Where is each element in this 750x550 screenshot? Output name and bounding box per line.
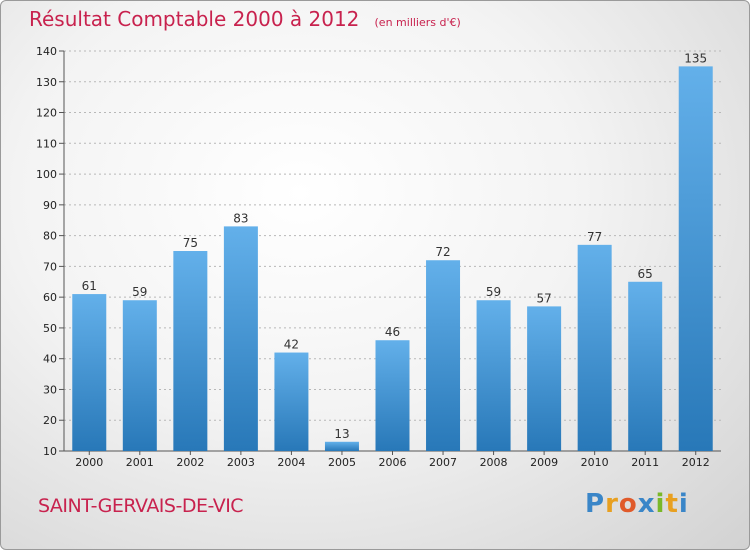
logo-letter: i — [678, 489, 689, 519]
data-label: 135 — [684, 51, 707, 65]
bar — [426, 260, 461, 451]
y-tick-label: 90 — [43, 199, 57, 212]
commune-name: SAINT-GERVAIS-DE-VIC — [38, 495, 244, 517]
logo-letter: x — [637, 489, 656, 519]
data-label: 72 — [435, 245, 450, 259]
bar — [527, 306, 562, 451]
logo-letter: i — [655, 489, 666, 519]
y-tick-label: 50 — [43, 322, 57, 335]
data-label: 83 — [233, 211, 248, 225]
data-label: 75 — [183, 236, 198, 250]
data-label: 42 — [284, 338, 299, 352]
bar — [223, 226, 258, 451]
logo-letter: r — [605, 489, 619, 519]
x-tick-label: 2007 — [429, 456, 457, 469]
y-tick-label: 40 — [43, 353, 57, 366]
y-tick-label: 100 — [36, 168, 57, 181]
data-label: 59 — [132, 285, 147, 299]
title-row: Résultat Comptable 2000 à 2012 (en milli… — [29, 7, 461, 31]
bar — [122, 300, 157, 451]
x-tick-label: 2012 — [682, 456, 710, 469]
bar — [274, 352, 309, 451]
data-label: 65 — [638, 267, 653, 281]
y-tick-label: 110 — [36, 137, 57, 150]
bar — [324, 441, 359, 451]
data-label: 46 — [385, 325, 400, 339]
x-tick-label: 2003 — [227, 456, 255, 469]
x-tick-label: 2004 — [277, 456, 305, 469]
bar — [72, 294, 107, 451]
y-tick-label: 10 — [43, 445, 57, 458]
x-tick-label: 2005 — [328, 456, 356, 469]
x-tick-label: 2009 — [530, 456, 558, 469]
logo-letter: P — [585, 489, 606, 519]
y-tick-label: 80 — [43, 230, 57, 243]
bar — [628, 281, 663, 451]
x-tick-label: 2000 — [75, 456, 103, 469]
x-tick-label: 2011 — [631, 456, 659, 469]
bar — [173, 251, 208, 451]
bar — [476, 300, 511, 451]
data-label: 13 — [334, 427, 349, 441]
data-label: 61 — [82, 279, 97, 293]
logo-letter: t — [665, 489, 679, 519]
x-tick-label: 2002 — [176, 456, 204, 469]
bar — [577, 244, 612, 451]
data-label: 77 — [587, 230, 602, 244]
data-label: 57 — [536, 291, 551, 305]
y-tick-label: 30 — [43, 383, 57, 396]
bar — [375, 340, 410, 451]
x-tick-label: 2006 — [379, 456, 407, 469]
x-tick-label: 2008 — [480, 456, 508, 469]
x-tick-label: 2010 — [581, 456, 609, 469]
y-tick-label: 140 — [36, 45, 57, 58]
proxiti-logo: Proxiti — [585, 489, 689, 519]
chart-subtitle: (en milliers d'€) — [374, 16, 461, 29]
y-tick-label: 60 — [43, 291, 57, 304]
y-tick-label: 120 — [36, 107, 57, 120]
y-tick-label: 20 — [43, 414, 57, 427]
bar — [678, 66, 713, 451]
y-tick-label: 130 — [36, 76, 57, 89]
chart-title: Résultat Comptable 2000 à 2012 — [29, 7, 360, 31]
data-label: 59 — [486, 285, 501, 299]
logo-letter: o — [618, 489, 638, 519]
x-tick-label: 2001 — [126, 456, 154, 469]
y-tick-label: 70 — [43, 260, 57, 273]
